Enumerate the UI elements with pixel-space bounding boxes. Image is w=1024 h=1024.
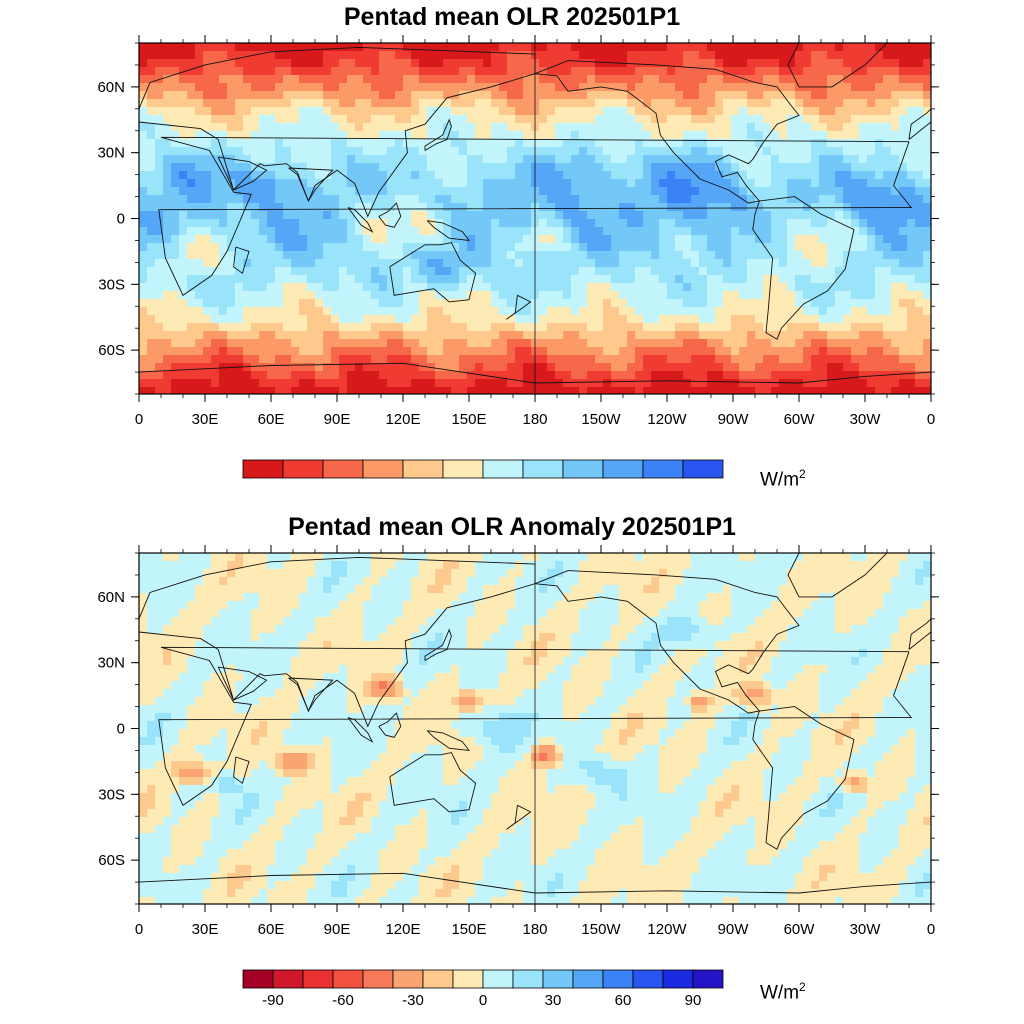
lon-tick-label: 90E [324,411,351,428]
colorbar-label: 60 [615,992,632,1009]
lon-tick-label: 60E [258,411,285,428]
colorbar-swatch [692,969,724,989]
colorbar-label: 90 [685,992,702,1009]
map-title-olr: Pentad mean OLR 202501P1 [343,3,681,31]
colorbar-label: -60 [332,992,354,1009]
colorbar-swatch [442,459,484,479]
colorbar-swatch [632,969,664,989]
lon-tick-label: 180 [522,411,547,428]
colorbar-label: 0 [479,992,487,1009]
lat-tick-label: 30N [97,655,125,672]
colorbar-swatch [452,969,484,989]
colorbar-swatch [482,459,524,479]
colorbar-units-anomaly: W/m2 [760,980,806,1004]
colorbar-swatch [602,969,634,989]
colorbar-label: -30 [402,992,424,1009]
colorbar-swatch [402,459,444,479]
lon-tick-label: 120E [385,411,420,428]
colorbar-swatch [282,459,324,479]
lat-tick-label: 60S [98,342,125,359]
colorbar-swatch [322,459,364,479]
colorbar-swatch [242,969,274,989]
units-exp: 2 [799,980,806,994]
colorbar-swatch [542,969,574,989]
map-title-anomaly: Pentad mean OLR Anomaly 202501P1 [288,513,736,541]
colorbar-swatch [302,969,334,989]
colorbar: -90 -60 -30 0 30 60 90 [242,969,724,1009]
colorbar-swatch [332,969,364,989]
colorbar-swatch [662,969,694,989]
colorbar-swatch [562,459,604,479]
colorbar-label: 30 [545,992,562,1009]
lon-tick-label: 30W [850,921,882,938]
lat-tick-label: 60S [98,852,125,869]
map-field [139,43,931,394]
colorbar-swatch [362,459,404,479]
lon-tick-label: 60E [258,921,285,938]
lon-tick-label: 150E [451,921,486,938]
lon-tick-label: 150W [581,921,621,938]
colorbar-swatch [642,459,684,479]
lon-tick-label: 120W [647,921,687,938]
units-exp: 2 [799,467,806,481]
lon-tick-label: 0 [927,411,935,428]
lon-tick-label: 90W [718,411,750,428]
colorbar-swatch [422,969,454,989]
colorbar-swatch [522,459,564,479]
olr-anomaly-map: 0 30E 60E 90E 120E 150E 180 150W 120W 90W 60W 30W 0 6… [97,545,939,1009]
lat-tick-label: 30N [97,145,125,162]
lon-tick-label: 180 [522,921,547,938]
lon-tick-label: 90W [718,921,750,938]
units-base: W/m [760,982,800,1004]
colorbar-swatch [392,969,424,989]
colorbar-label: -90 [262,992,284,1009]
lat-tick-label: 30S [98,786,125,803]
lon-tick-label: 30E [192,411,219,428]
colorbar-swatch [482,969,514,989]
lon-tick-label: 30E [192,921,219,938]
colorbar-swatch [272,969,304,989]
lon-tick-label: 60W [784,411,816,428]
colorbar-units-olr: W/m2 [760,467,806,491]
lon-tick-label: 120W [647,411,687,428]
lat-tick-label: 60N [97,589,125,606]
colorbar-swatch [682,459,724,479]
lat-tick-label: 60N [97,79,125,96]
lon-tick-label: 60W [784,921,816,938]
lon-tick-label: 150W [581,411,621,428]
lon-tick-label: 0 [135,921,143,938]
units-base: W/m [760,469,800,491]
lon-tick-label: 120E [385,921,420,938]
colorbar-swatch [362,969,394,989]
map-field [139,553,931,904]
lat-tick-label: 0 [117,211,125,228]
colorbar-swatch [512,969,544,989]
lon-tick-label: 0 [927,921,935,938]
lon-tick-label: 150E [451,411,486,428]
olr-map: 0 30E 60E 90E 120E 150E 180 150W 120W 90W 60W 30W 0 6… [97,35,939,479]
lat-tick-label: 30S [98,276,125,293]
colorbar-swatch [572,969,604,989]
colorbar: 130150170190210230250270290310330 [242,459,724,479]
colorbar-swatch [602,459,644,479]
lat-tick-label: 0 [117,721,125,738]
lon-tick-label: 0 [135,411,143,428]
colorbar-swatch [242,459,284,479]
lon-tick-label: 30W [850,411,882,428]
lon-tick-label: 90E [324,921,351,938]
